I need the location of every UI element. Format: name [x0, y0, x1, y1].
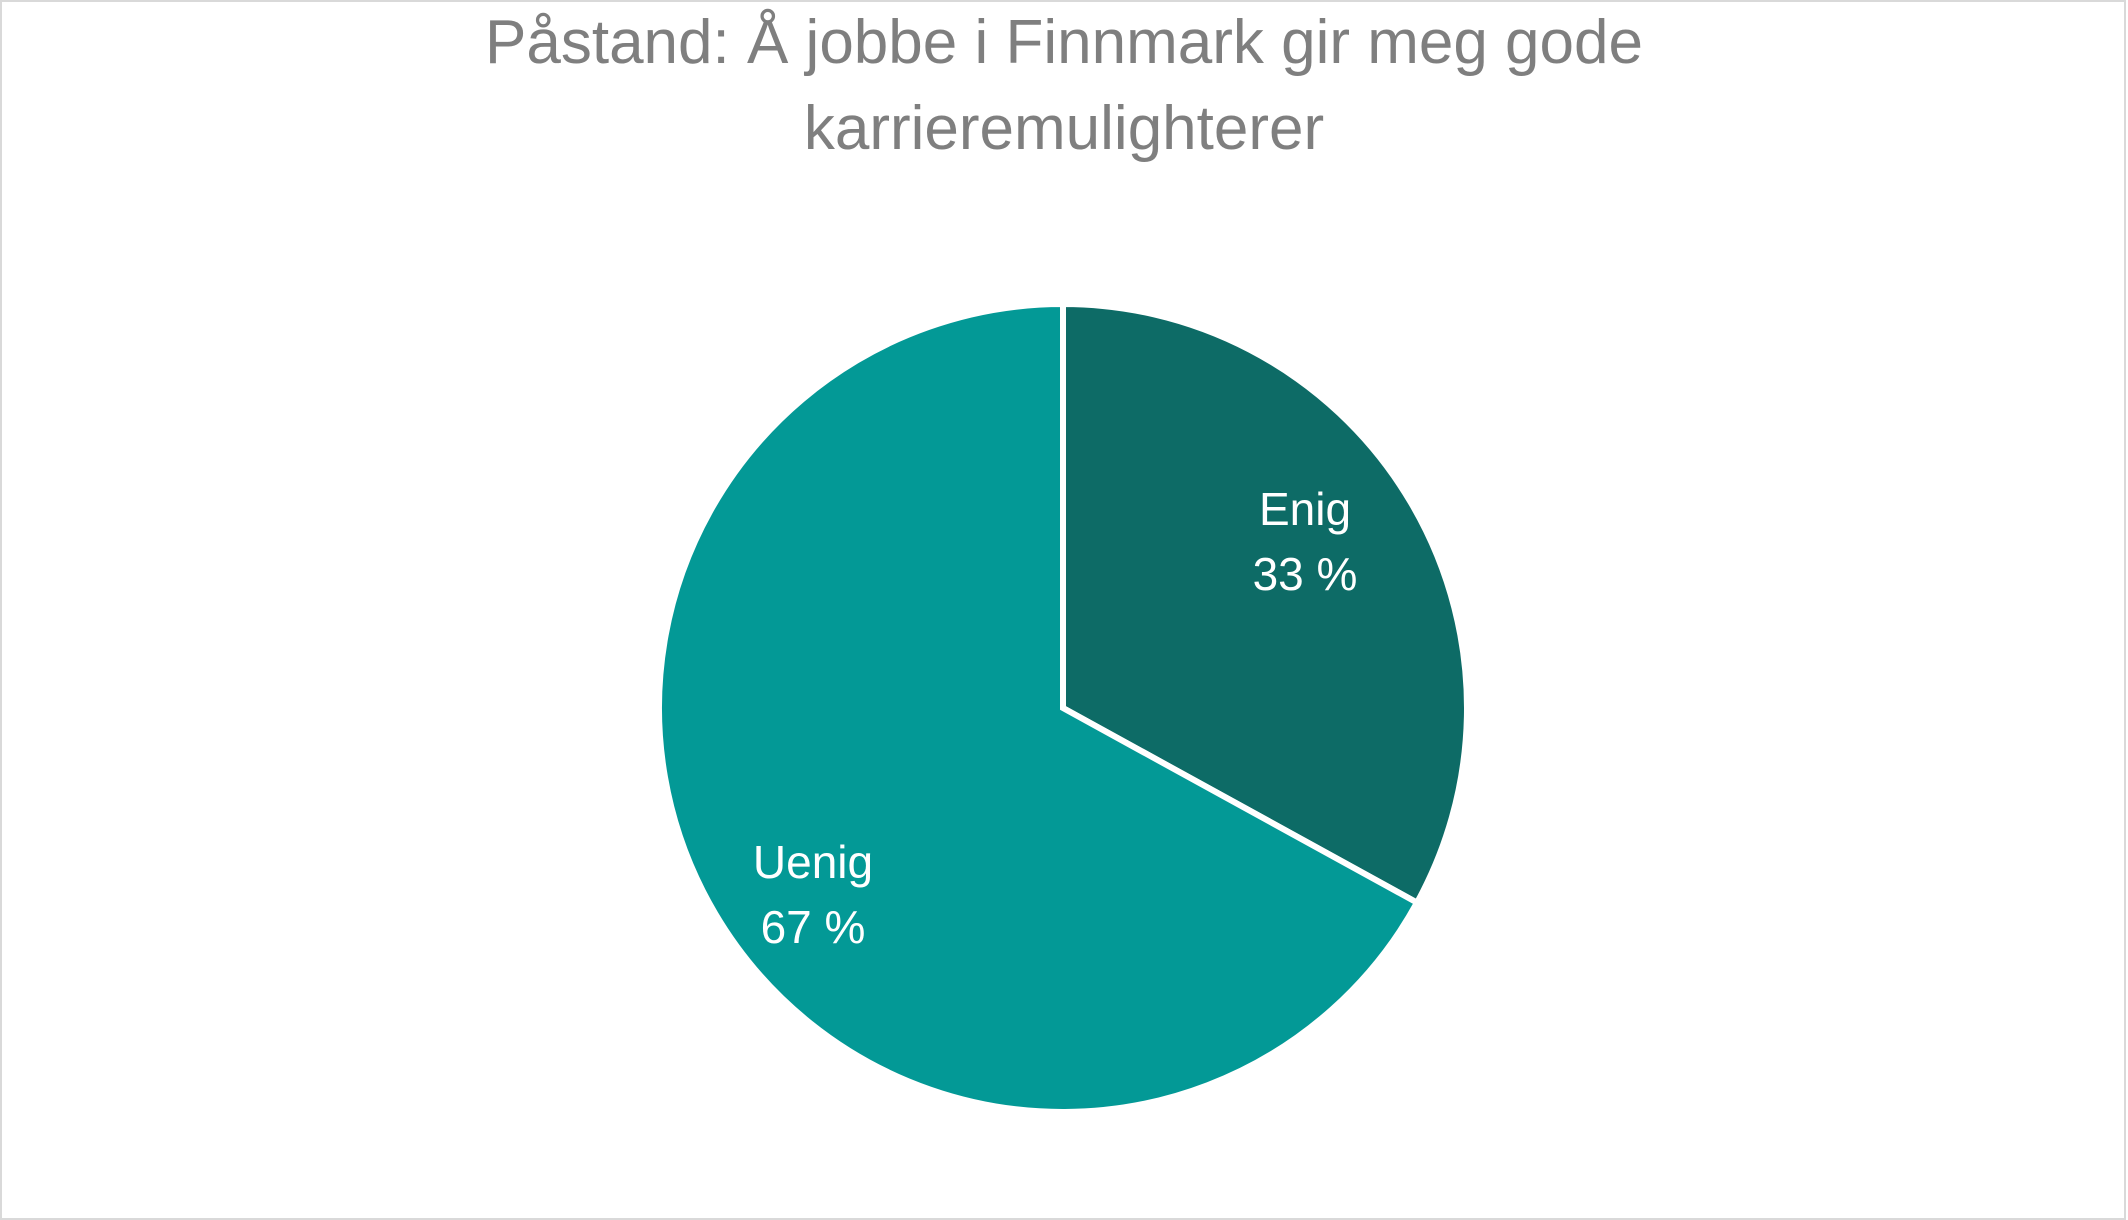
pie-slice-enig — [1060, 300, 1470, 907]
slice-label-uenig: Uenig — [753, 836, 873, 888]
chart-title-line-1: Påstand: Å jobbe i Finnmark gir meg gode — [485, 8, 1643, 77]
slice-label-enig: Enig — [1259, 483, 1351, 535]
slice-value-uenig: 67 % — [761, 901, 866, 953]
slice-value-enig: 33 % — [1253, 548, 1358, 600]
pie-slice-uenig — [656, 300, 1422, 1115]
chart-title: Påstand: Å jobbe i Finnmark gir meg gode… — [0, 0, 2128, 172]
chart-title-line-2: karrieremulighterer — [803, 94, 1325, 163]
